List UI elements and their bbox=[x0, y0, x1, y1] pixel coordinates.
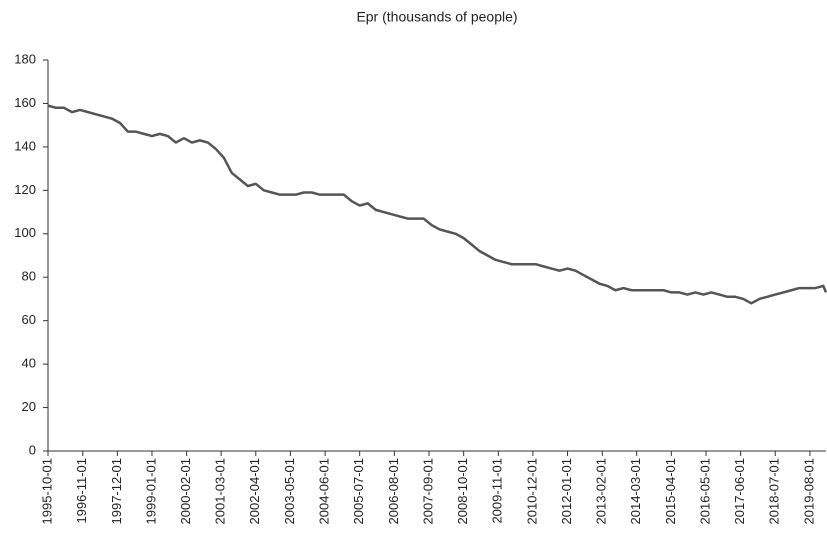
y-tick-label: 40 bbox=[22, 356, 36, 371]
x-tick-label: 2017-06-01 bbox=[732, 458, 747, 525]
x-tick-label: 2015-04-01 bbox=[663, 458, 678, 525]
y-tick-label: 60 bbox=[22, 312, 36, 327]
x-tick-label: 2000-02-01 bbox=[178, 458, 193, 525]
x-tick-label: 2019-08-01 bbox=[801, 458, 816, 525]
x-tick-label: 2001-03-01 bbox=[213, 458, 228, 525]
chart-title: Epr (thousands of people) bbox=[356, 9, 517, 25]
x-tick-label: 2016-05-01 bbox=[697, 458, 712, 525]
x-tick-label: 1997-12-01 bbox=[109, 458, 124, 525]
x-tick-label: 1996-11-01 bbox=[74, 458, 89, 524]
x-tick-label: 1999-01-01 bbox=[143, 458, 158, 525]
x-tick-label: 2008-10-01 bbox=[455, 458, 470, 525]
x-tick-label: 2012-01-01 bbox=[559, 458, 574, 525]
x-tick-label: 2014-03-01 bbox=[628, 458, 643, 525]
x-tick-label: 2003-05-01 bbox=[282, 458, 297, 525]
y-tick-label: 20 bbox=[22, 399, 36, 414]
y-tick-label: 180 bbox=[14, 51, 36, 66]
data-line bbox=[47, 104, 827, 305]
x-tick-label: 2013-02-01 bbox=[594, 458, 609, 525]
y-tick-label: 0 bbox=[29, 442, 36, 457]
x-tick-label: 2005-07-01 bbox=[351, 458, 366, 525]
x-tick-label: 1995-10-01 bbox=[39, 458, 54, 525]
x-tick-label: 2004-06-01 bbox=[317, 458, 332, 525]
x-tick-label: 2002-04-01 bbox=[247, 458, 262, 525]
x-tick-label: 2018-07-01 bbox=[767, 458, 782, 525]
x-tick-label: 2006-08-01 bbox=[386, 458, 401, 525]
x-tick-label: 2007-09-01 bbox=[420, 458, 435, 525]
y-tick-label: 160 bbox=[14, 95, 36, 110]
x-tick-label: 2009-11-01 bbox=[490, 458, 505, 524]
y-tick-label: 100 bbox=[14, 225, 36, 240]
y-tick-label: 140 bbox=[14, 138, 36, 153]
y-tick-label: 80 bbox=[22, 269, 36, 284]
y-tick-label: 120 bbox=[14, 182, 36, 197]
x-tick-label: 2010-12-01 bbox=[524, 458, 539, 525]
